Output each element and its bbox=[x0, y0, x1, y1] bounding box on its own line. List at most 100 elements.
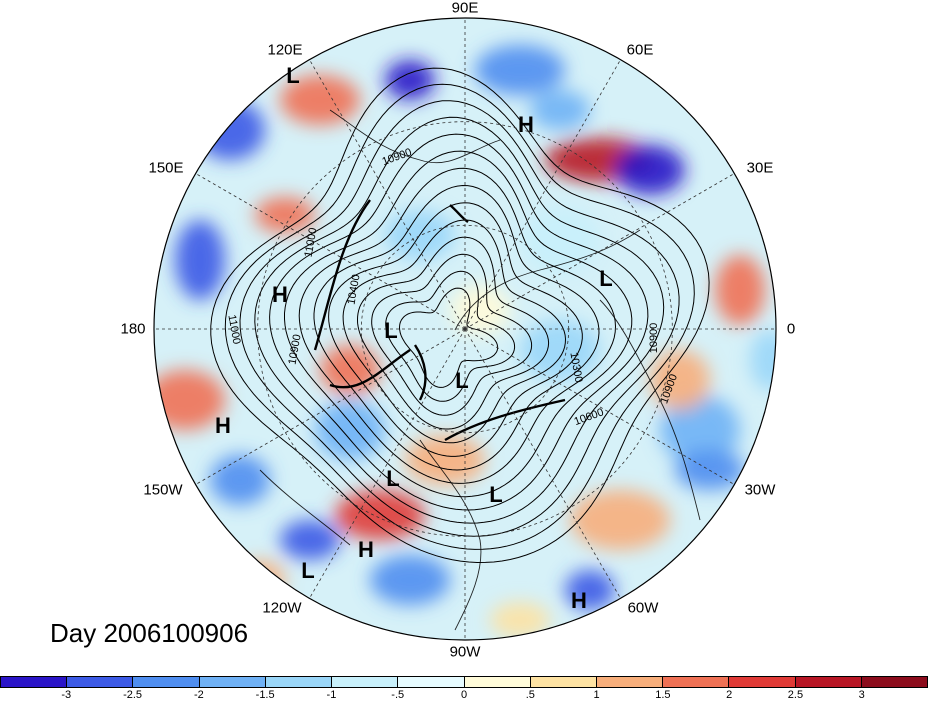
day-label: Day 2006100906 bbox=[50, 618, 249, 648]
height-contour bbox=[342, 219, 567, 444]
colorbar-tick-label: -2 bbox=[193, 689, 204, 701]
anomaly-blob bbox=[715, 255, 765, 325]
colorbar-tick-label: 3 bbox=[858, 689, 865, 701]
lat-lon-grid bbox=[154, 18, 776, 640]
jet-contour bbox=[413, 344, 427, 401]
colorbar-tick-label: -1 bbox=[326, 689, 337, 701]
lon-label-90e: 90E bbox=[451, 0, 479, 17]
pressure-center: L bbox=[599, 266, 613, 291]
anomaly-blob bbox=[565, 570, 615, 610]
meridian-line bbox=[464, 328, 621, 599]
anomaly-blob bbox=[530, 90, 590, 130]
jet-contour bbox=[329, 349, 411, 389]
colorbar-tick-label: -1.5 bbox=[255, 689, 275, 701]
colorbar-swatch bbox=[1, 677, 68, 687]
meridian-line bbox=[195, 328, 466, 485]
colorbar-tick-label: -2.5 bbox=[123, 689, 143, 701]
anomaly-blob bbox=[280, 520, 340, 560]
contour-value-label: 11000 bbox=[225, 314, 242, 345]
height-contour bbox=[210, 67, 710, 564]
colorbar-tick-label: 1 bbox=[593, 689, 600, 701]
height-contour bbox=[284, 150, 633, 498]
lon-label-90w: 90W bbox=[449, 643, 481, 661]
map-boundary bbox=[153, 17, 777, 641]
pressure-center: H bbox=[358, 537, 374, 562]
colorbar-swatch bbox=[530, 677, 597, 687]
geopotential-contours bbox=[210, 67, 710, 564]
pressure-center: L bbox=[286, 63, 300, 88]
colorbar-swatch bbox=[67, 677, 134, 687]
anomaly-blob bbox=[750, 330, 776, 390]
lon-label-120w: 120W bbox=[262, 599, 302, 617]
anomaly-blob bbox=[370, 555, 450, 605]
anomaly-blob bbox=[235, 560, 285, 600]
lon-label-30w: 30W bbox=[744, 481, 776, 499]
colorbar-tick-label: 2.5 bbox=[787, 689, 804, 701]
colorbar bbox=[0, 676, 928, 688]
coastline bbox=[259, 469, 351, 546]
height-contour bbox=[398, 287, 499, 388]
coastlines bbox=[259, 109, 701, 631]
anomaly-blob bbox=[385, 60, 435, 100]
anomaly-blob bbox=[475, 45, 565, 95]
lon-label-120e: 120E bbox=[267, 41, 303, 59]
anomaly-blob bbox=[210, 455, 270, 505]
pressure-center: H bbox=[272, 282, 288, 307]
colorbar-swatch bbox=[199, 677, 266, 687]
anomaly-blob bbox=[154, 370, 225, 430]
lon-label-0: 0 bbox=[786, 320, 796, 338]
anomaly-blob bbox=[280, 75, 360, 125]
height-contour bbox=[328, 202, 583, 457]
height-contour bbox=[356, 236, 550, 430]
jet-contour bbox=[313, 199, 371, 351]
colorbar-tick-label: 2 bbox=[726, 689, 733, 701]
contour-value-label: 10900 bbox=[648, 323, 660, 354]
lon-label-150w: 150W bbox=[143, 481, 183, 499]
pressure-center: L bbox=[384, 318, 398, 343]
lon-label-30e: 30E bbox=[746, 159, 774, 177]
polar-map: 1090011000110001040010900103001060010900… bbox=[153, 17, 777, 641]
pressure-center: L bbox=[455, 368, 469, 393]
anomaly-blob bbox=[650, 350, 710, 410]
contour-value-label: 11000 bbox=[303, 227, 320, 258]
meridian-line bbox=[309, 59, 466, 330]
coastline bbox=[454, 229, 641, 331]
colorbar-swatch bbox=[861, 677, 928, 687]
coastline bbox=[419, 439, 482, 631]
contour-value-label: 10300 bbox=[567, 351, 584, 383]
lon-label-150e: 150E bbox=[148, 159, 184, 177]
pressure-center: H bbox=[518, 112, 534, 137]
contour-value-label: 10900 bbox=[286, 333, 303, 365]
colorbar-swatch bbox=[729, 677, 796, 687]
lon-label-180: 180 bbox=[120, 320, 146, 338]
colorbar-swatch bbox=[663, 677, 730, 687]
anomaly-shading bbox=[154, 45, 776, 638]
pressure-center: L bbox=[301, 558, 315, 583]
colorbar-tick-label: 1.5 bbox=[655, 689, 671, 701]
lon-label-60e: 60E bbox=[626, 41, 654, 59]
height-contour bbox=[385, 270, 516, 402]
height-contour bbox=[254, 116, 665, 524]
pressure-center: L bbox=[386, 466, 400, 491]
colorbar-swatch bbox=[596, 677, 664, 687]
colorbar-swatch bbox=[332, 677, 399, 687]
colorbar-swatch bbox=[265, 677, 333, 687]
coastline bbox=[329, 109, 501, 164]
anomaly-blob bbox=[615, 145, 685, 195]
meridian-line bbox=[464, 59, 621, 330]
anomaly-blob bbox=[450, 285, 510, 335]
latitude-circle bbox=[257, 121, 673, 537]
meridian-line bbox=[195, 173, 466, 330]
contour-value-label: 10400 bbox=[345, 273, 362, 305]
anomaly-blob bbox=[520, 320, 600, 380]
colorbar-swatch bbox=[795, 677, 862, 687]
pressure-center: H bbox=[571, 588, 587, 613]
anomaly-blob bbox=[255, 197, 315, 233]
jet-contours bbox=[313, 199, 566, 442]
colorbar-tick-label: .5 bbox=[525, 689, 535, 701]
pressure-center: H bbox=[215, 413, 231, 438]
height-contour bbox=[298, 167, 617, 484]
height-contour bbox=[313, 184, 600, 471]
colorbar-tick-label: 0 bbox=[460, 689, 468, 701]
jet-contour bbox=[449, 204, 469, 223]
